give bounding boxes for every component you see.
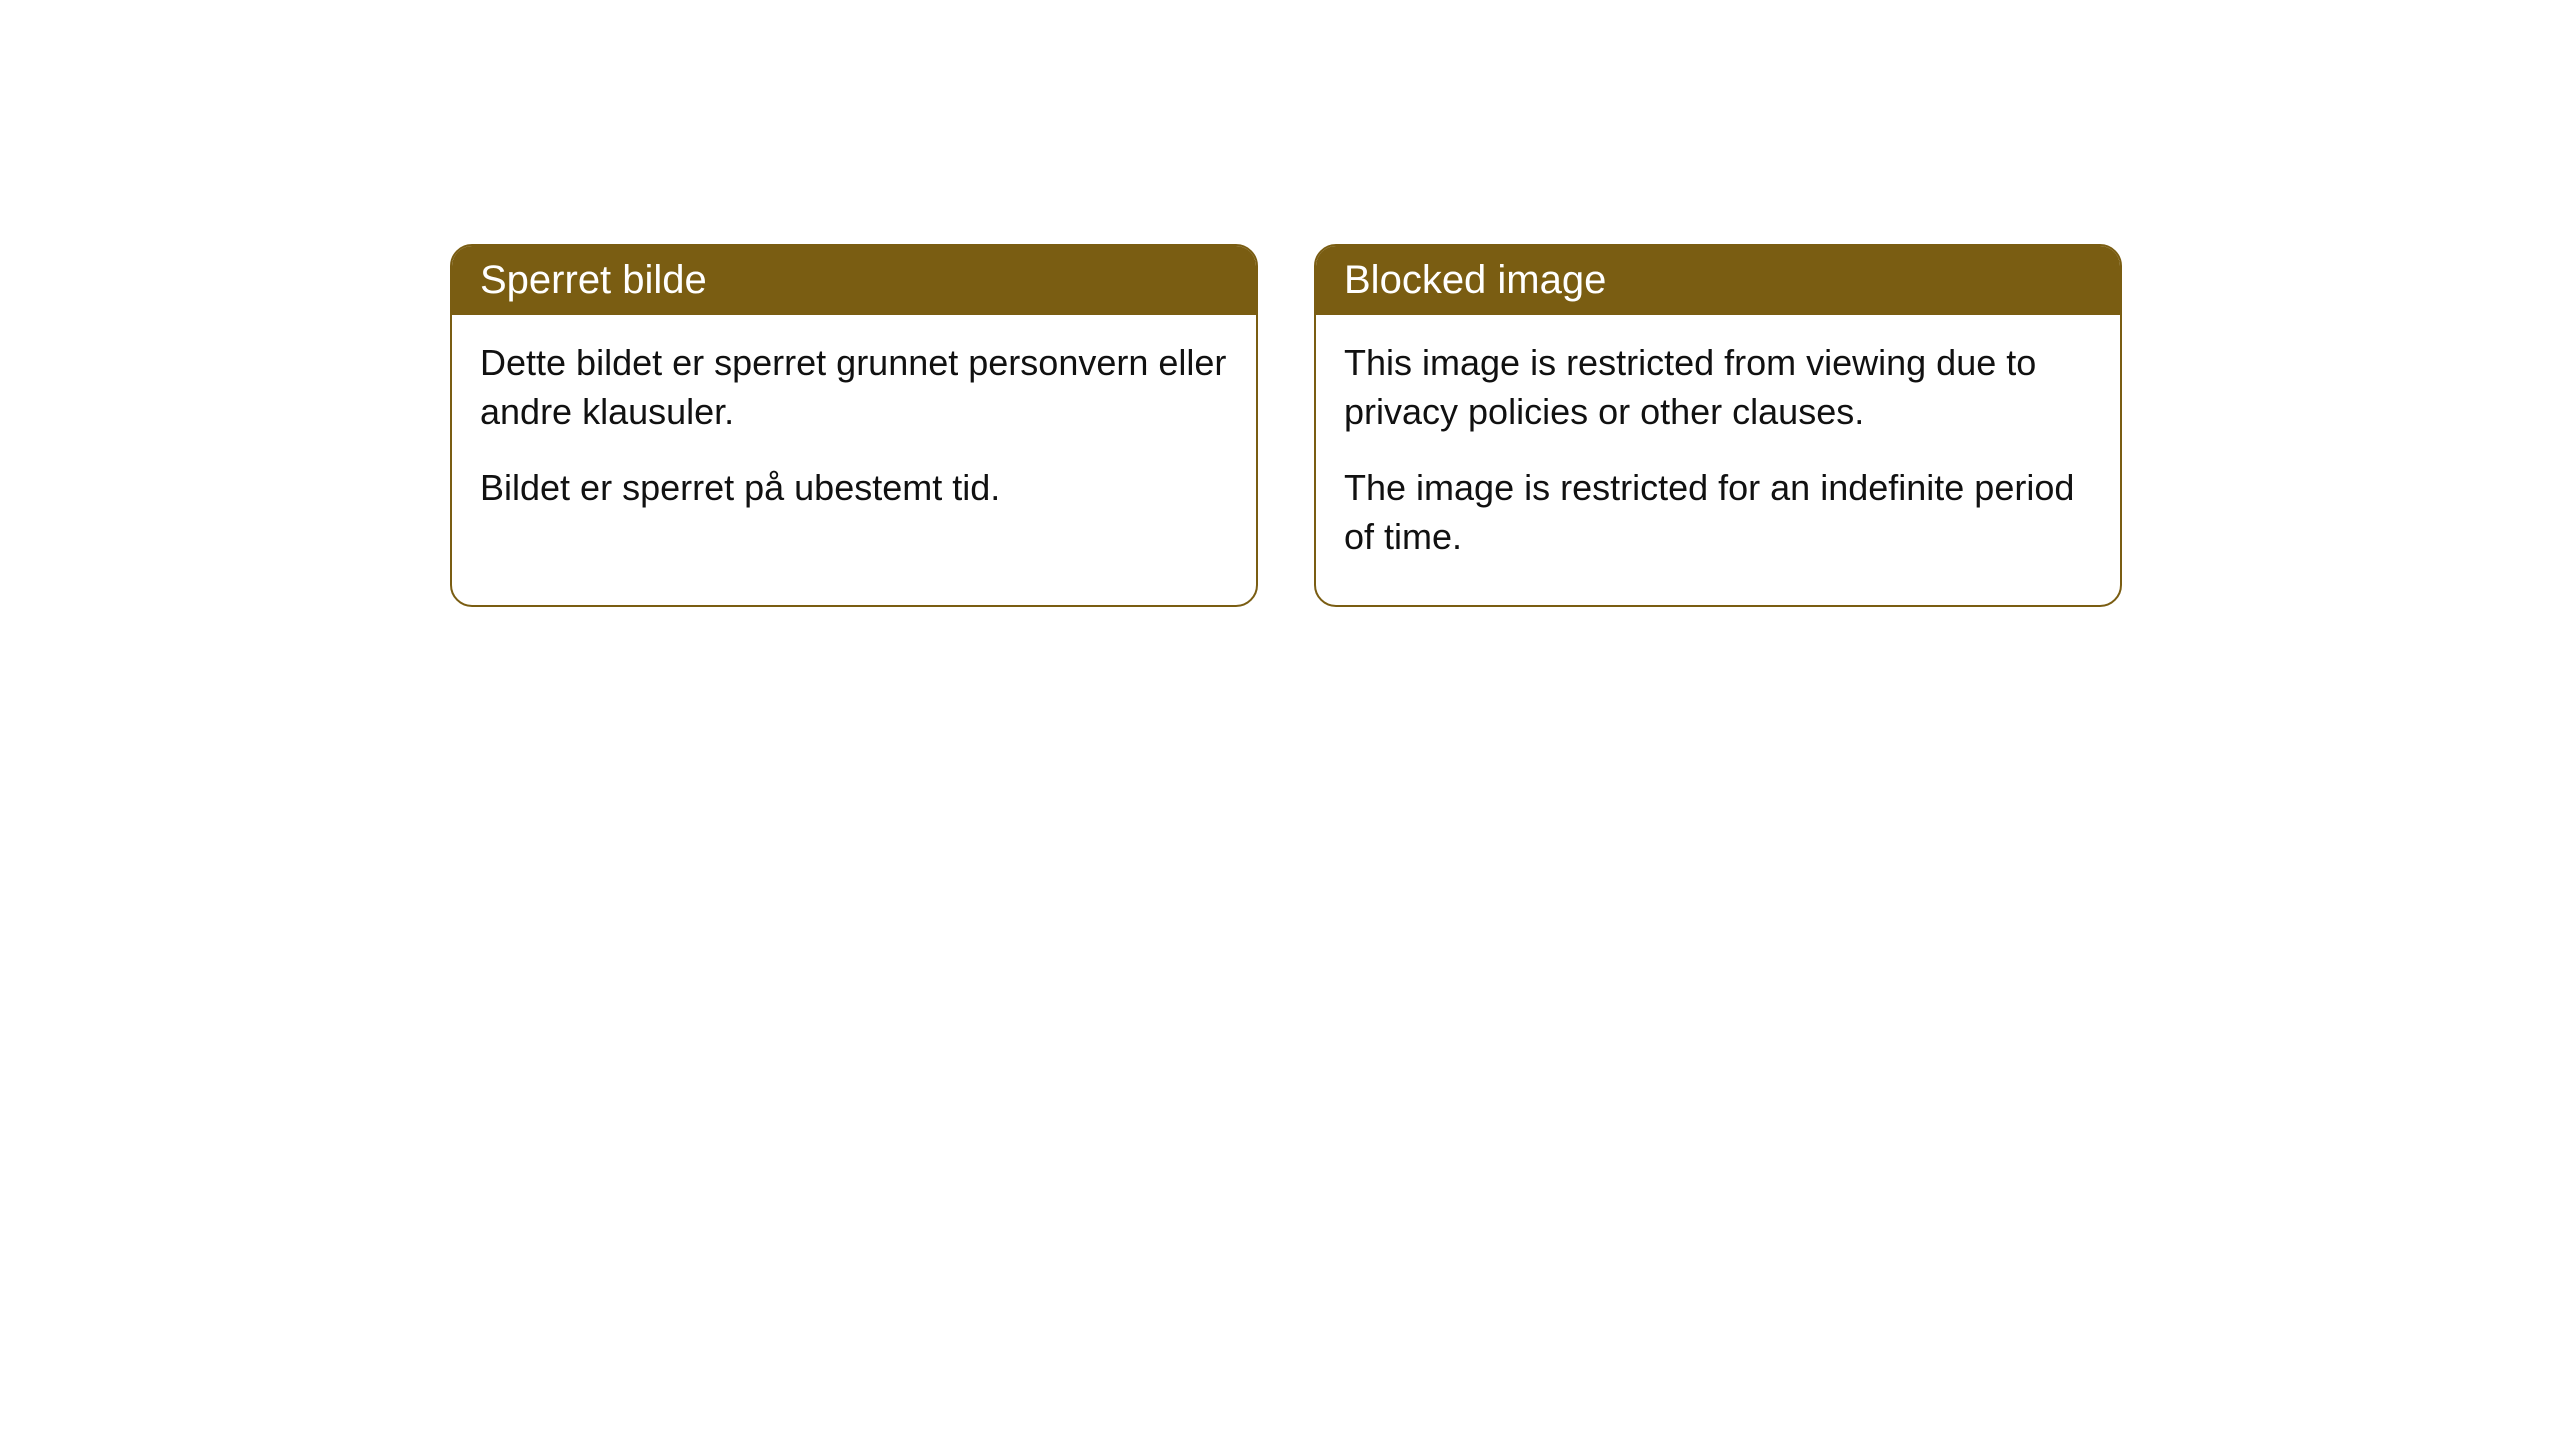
card-paragraph: Bildet er sperret på ubestemt tid. — [480, 464, 1228, 513]
card-paragraph: Dette bildet er sperret grunnet personve… — [480, 339, 1228, 436]
card-paragraph: The image is restricted for an indefinit… — [1344, 464, 2092, 561]
blocked-image-card-english: Blocked image This image is restricted f… — [1314, 244, 2122, 607]
card-body: Dette bildet er sperret grunnet personve… — [452, 315, 1256, 557]
blocked-image-card-norwegian: Sperret bilde Dette bildet er sperret gr… — [450, 244, 1258, 607]
notice-cards-container: Sperret bilde Dette bildet er sperret gr… — [450, 244, 2122, 607]
card-header: Sperret bilde — [452, 246, 1256, 315]
card-body: This image is restricted from viewing du… — [1316, 315, 2120, 605]
card-title: Sperret bilde — [480, 258, 707, 302]
card-header: Blocked image — [1316, 246, 2120, 315]
card-title: Blocked image — [1344, 258, 1606, 302]
card-paragraph: This image is restricted from viewing du… — [1344, 339, 2092, 436]
